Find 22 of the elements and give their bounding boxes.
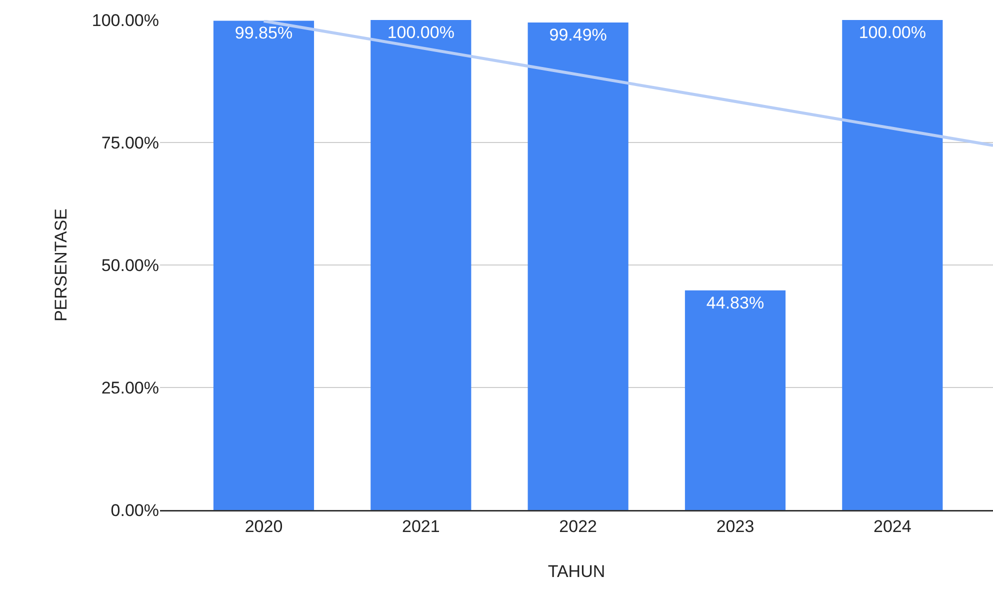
y-tick-label: 50.00% bbox=[101, 256, 159, 275]
bar bbox=[684, 290, 786, 510]
bar bbox=[842, 20, 943, 510]
y-axis-title: PERSENTASE bbox=[51, 208, 70, 322]
y-tick-label: 25.00% bbox=[101, 378, 159, 398]
y-tick-label: 100.00% bbox=[92, 10, 159, 30]
x-tick-label: 2023 bbox=[716, 516, 754, 536]
data-label: 100.00% bbox=[387, 23, 454, 42]
y-tick-label: 0.00% bbox=[110, 500, 159, 520]
x-axis-title: TAHUN bbox=[548, 562, 606, 582]
bar bbox=[370, 20, 472, 510]
bar bbox=[528, 22, 628, 510]
data-label: 44.83% bbox=[706, 293, 764, 312]
data-label: 99.49% bbox=[549, 26, 607, 44]
data-label: 100.00% bbox=[858, 23, 926, 42]
x-tick-label: 2024 bbox=[873, 516, 912, 536]
y-tick-label: 75.00% bbox=[101, 133, 159, 152]
bar bbox=[213, 20, 314, 510]
x-tick-label: 2021 bbox=[402, 516, 440, 536]
x-tick-label: 2022 bbox=[559, 516, 597, 536]
x-tick-label: 2020 bbox=[244, 516, 283, 536]
data-label: 99.85% bbox=[234, 24, 293, 43]
